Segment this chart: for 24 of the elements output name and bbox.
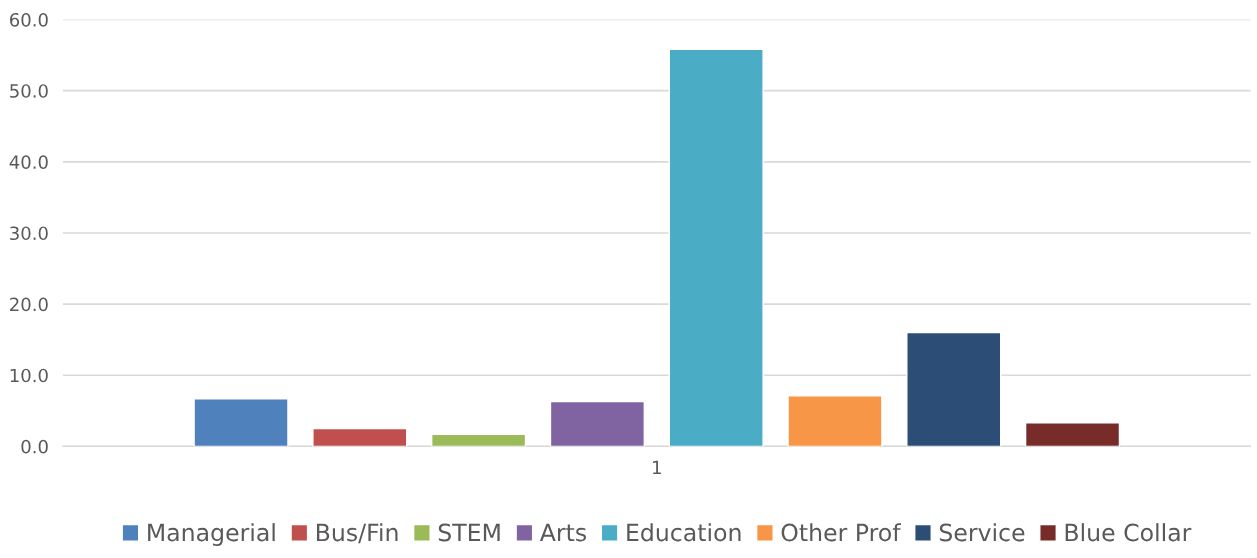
y-tick-label: 10.0 [10,368,48,383]
legend-label: STEM [438,523,500,542]
legend-label: Other Prof [781,523,902,542]
x-tick-label: 1 [653,460,661,475]
legend-label: Blue Collar [1065,523,1192,542]
legend-label: Education [627,523,741,542]
y-tick-label: 0.0 [21,439,48,454]
bar [1024,422,1121,447]
legend-label: Bus/Fin [316,523,398,544]
legend-label: Service [939,523,1025,542]
y-tick-label: 20.0 [10,297,48,312]
y-tick-label: 40.0 [9,155,48,169]
y-tick-label: 30.0 [10,226,48,241]
bar [668,48,764,447]
bar [906,331,1002,447]
bar [312,427,408,447]
bar [549,400,646,447]
y-tick-label: 60.0 [10,12,48,27]
bar [430,433,527,447]
y-tick-label: 50.0 [10,84,48,98]
bar [787,395,883,447]
legend-label: Arts [539,523,586,542]
legend-label: Managerial [148,523,275,546]
bar [193,398,289,447]
